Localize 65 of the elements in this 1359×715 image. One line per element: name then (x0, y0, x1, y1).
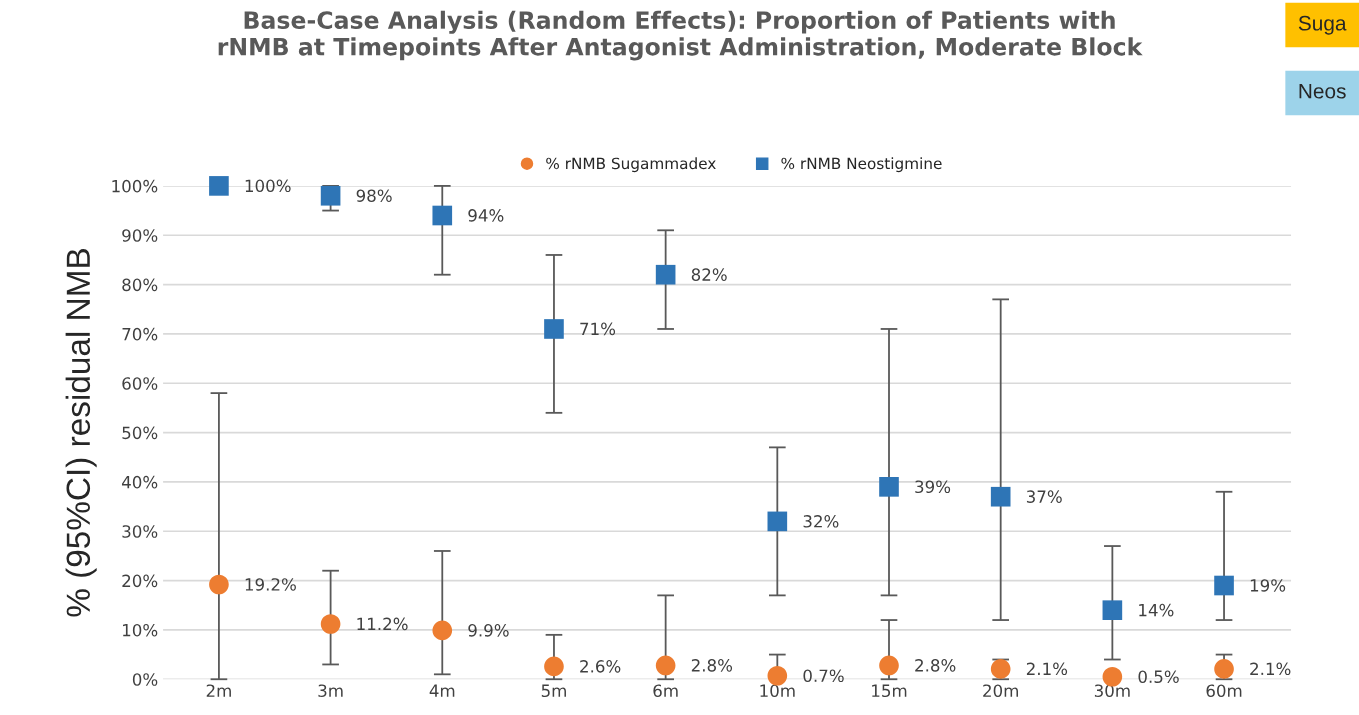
text: Suga (1298, 15, 1347, 35)
point (655, 655, 676, 676)
point (432, 205, 453, 226)
y-tick-label: 50% (122, 426, 158, 440)
data-label: 71% (580, 322, 616, 336)
data-label: 98% (356, 189, 392, 202)
y-tick-label: 20% (122, 574, 158, 588)
point (544, 656, 564, 677)
data-label: 14% (1139, 603, 1174, 617)
point (879, 477, 899, 497)
x-tick-label: 10m (760, 684, 795, 698)
data-label: 94% (468, 209, 504, 222)
data-label: 0.7% (803, 669, 844, 683)
y-tick-label: 40% (121, 475, 158, 489)
data-label: 2.6% (580, 660, 621, 673)
data-label: 37% (1026, 490, 1062, 503)
y-tick-label: 100% (112, 179, 158, 193)
x-tick-label: 30m (1094, 684, 1130, 698)
data-label: 2.1% (1026, 662, 1068, 676)
point (990, 486, 1011, 507)
y-tick-label: 80% (122, 278, 158, 292)
point (544, 319, 564, 339)
x-tick-label: 4m (429, 684, 455, 697)
data-label: 19.2% (245, 578, 296, 591)
data-label: 39% (915, 480, 951, 494)
data-label: 100% (245, 179, 291, 193)
y-tick-label: 60% (122, 377, 158, 390)
point (1214, 575, 1234, 596)
y-tick-label: 30% (122, 525, 158, 538)
point (320, 185, 341, 206)
point (879, 655, 899, 676)
data-label: 11.2% (357, 617, 408, 631)
legend-label: % rNMB Sugammadex (546, 157, 716, 173)
x-tick-label: 20m (983, 684, 1018, 698)
y-tick-label: 10% (123, 623, 158, 637)
point (767, 665, 788, 686)
x-tick-label: 60m (1206, 684, 1242, 698)
y-tick-label: 70% (122, 327, 158, 341)
data-label: 2.8% (691, 659, 733, 672)
point (432, 620, 453, 641)
point (320, 614, 341, 634)
point (655, 264, 676, 285)
x-tick-label: 15m (872, 684, 907, 698)
point (767, 511, 788, 532)
y-tick-label: 0% (132, 673, 158, 686)
point (1214, 659, 1234, 679)
data-label: 82% (691, 268, 727, 281)
point (1102, 600, 1123, 620)
y-tick-label: 90% (122, 229, 158, 242)
data-label: 0.5% (1138, 670, 1179, 684)
chart-title: Base-Case Analysis (Random Effects): Proportion of Patients with rNMB at Timepoints After Antagonist Administration, Moderate Block (218, 10, 1143, 61)
data-label: 9.9% (468, 624, 509, 637)
x-tick-label: 5m (541, 684, 566, 698)
point (209, 176, 229, 196)
data-label: 19% (1250, 579, 1286, 592)
y-axis-title: % (95%CI) residual NMB (65, 249, 97, 617)
text: Neos (1299, 84, 1346, 99)
point (209, 574, 229, 595)
data-label: 32% (803, 515, 839, 528)
legend-label: % rNMB Neostigmine (781, 157, 942, 173)
x-tick-label: 2m (206, 684, 231, 697)
x-tick-label: 6m (653, 684, 678, 698)
data-label: 2.8% (915, 659, 956, 672)
x-tick-label: 3m (318, 684, 343, 698)
data-label: 2.1% (1250, 662, 1291, 676)
